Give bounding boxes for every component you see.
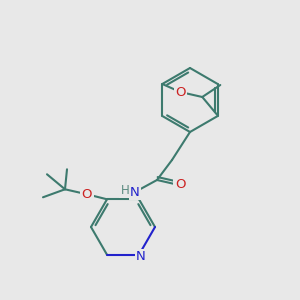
Text: N: N xyxy=(136,250,146,263)
Text: O: O xyxy=(82,188,92,201)
Text: N: N xyxy=(130,185,140,199)
Text: H: H xyxy=(121,184,129,196)
Text: O: O xyxy=(175,178,185,191)
Text: O: O xyxy=(175,85,185,98)
